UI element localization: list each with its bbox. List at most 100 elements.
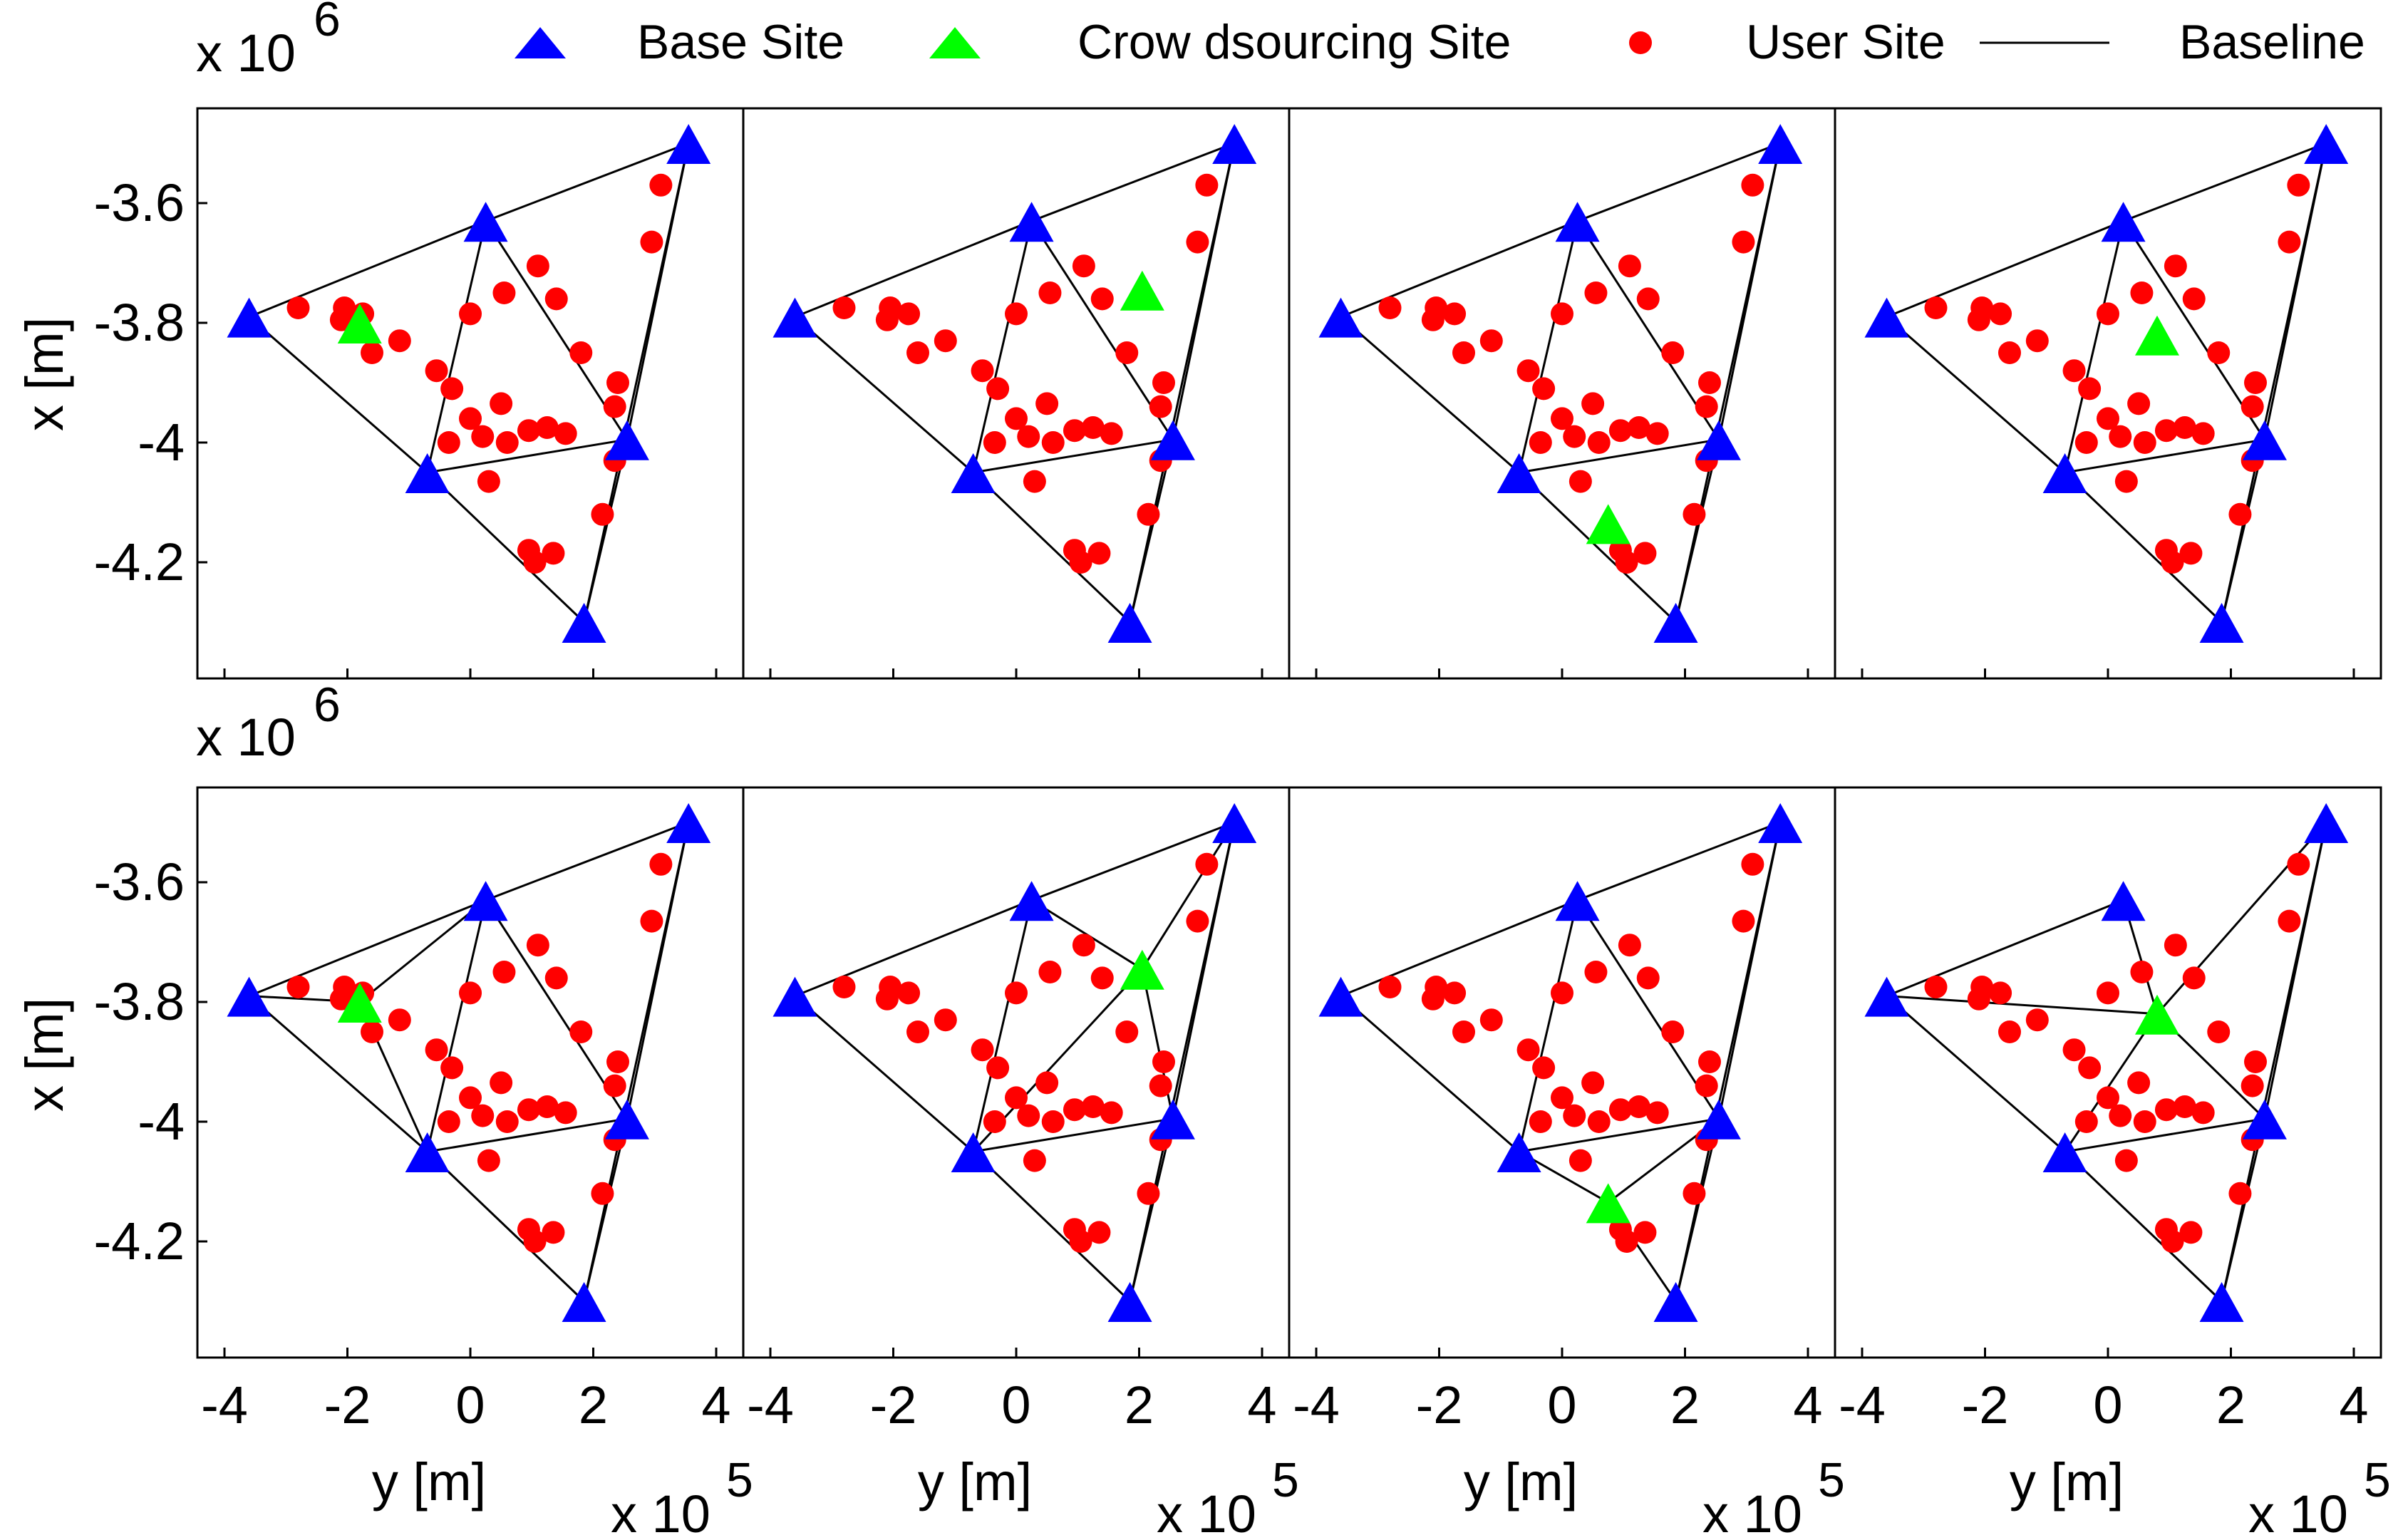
panel-top-4 — [1834, 107, 2382, 680]
x-tick-label: 0 — [1547, 1375, 1576, 1435]
user-site-point — [832, 296, 856, 319]
user-site-point — [2133, 1110, 2156, 1133]
baseline-B1-B4 — [1340, 316, 1520, 474]
user-site-point — [477, 470, 500, 493]
user-site-point — [1581, 392, 1605, 415]
baseline-B2-B4 — [1518, 899, 1579, 1152]
crowdsourcing-site-marker — [1586, 1183, 1630, 1224]
user-site-point — [286, 296, 310, 319]
user-site-point — [1584, 961, 1608, 983]
x-multiplier-exp: 5 — [1272, 1453, 1299, 1507]
user-site-point — [535, 416, 559, 439]
user-site-point — [1452, 1020, 1475, 1043]
user-site-point — [1529, 1110, 1552, 1133]
user-site-point — [495, 431, 519, 454]
baseline-B2-B5 — [485, 220, 629, 440]
user-site-point — [1698, 1050, 1721, 1073]
baseline-C-B2 — [358, 899, 487, 1003]
user-site-point — [1035, 1071, 1059, 1095]
base-site-marker-B3 — [2304, 803, 2349, 843]
baseline-B1-B4 — [248, 316, 428, 474]
baseline-C-B3 — [1141, 822, 1236, 970]
base-site-marker-B3 — [1212, 803, 1257, 843]
base-site-marker-B4 — [2042, 453, 2087, 493]
user-site-point — [986, 1056, 1010, 1080]
user-site-point — [591, 502, 614, 526]
x-multiplier-base: x 10 — [1702, 1484, 1802, 1540]
panel-bottom-2 — [742, 786, 1291, 1359]
user-site-point — [1081, 1095, 1105, 1118]
user-site-point — [1618, 254, 1641, 278]
x-tick-label: -2 — [1962, 1375, 2009, 1435]
user-site-point — [1115, 1020, 1139, 1043]
base-site-marker-B4 — [1497, 453, 1541, 493]
baseline-B3-B6 — [583, 143, 690, 623]
user-site-point — [1636, 287, 1660, 311]
user-site-point — [906, 341, 929, 364]
user-site-point — [2078, 1056, 2102, 1080]
user-site-point — [535, 1095, 559, 1118]
base-site-marker-B5 — [1696, 420, 1741, 460]
baseline-B4-B6 — [2064, 1150, 2223, 1303]
user-site-point — [2161, 551, 2184, 574]
user-site-point — [2025, 1008, 2049, 1032]
baseline-B4-B5 — [973, 438, 1174, 474]
y-axes: -3.6 -3.8 -4 -4.2 -3.6 -3.8 -4 -4.2 — [93, 173, 207, 1271]
user-site-point — [2191, 422, 2215, 445]
user-site-point — [490, 392, 513, 415]
user-site-point — [523, 551, 547, 574]
user-site-point — [2179, 1221, 2203, 1244]
user-site-point — [640, 230, 663, 254]
user-site-point — [1452, 341, 1475, 364]
base-site-marker-B3 — [666, 803, 711, 843]
user-site-point — [2164, 254, 2187, 278]
base-site-marker-B2 — [1555, 881, 1600, 921]
user-site-point — [1587, 1110, 1611, 1133]
base-site-marker-B4 — [405, 1132, 450, 1172]
user-site-point — [1378, 976, 1402, 998]
user-site-point — [2161, 1230, 2184, 1253]
x-tick-label: 4 — [2339, 1375, 2368, 1435]
user-site-point — [2228, 502, 2252, 526]
user-site-point — [2062, 1038, 2086, 1062]
user-site-point — [1551, 981, 1573, 1005]
baseline-B1-B4 — [1886, 316, 2066, 474]
user-site-point — [897, 981, 921, 1005]
user-site-point — [1741, 852, 1764, 876]
y-tick-label: -4 — [138, 1092, 185, 1151]
user-site-point — [606, 371, 629, 394]
baseline-B4-B5 — [973, 1117, 1174, 1153]
user-site-point — [437, 1110, 460, 1133]
user-site-point — [1551, 302, 1573, 326]
base-site-marker-B1 — [1864, 976, 1909, 1017]
base-site-marker-B4 — [2042, 1132, 2087, 1172]
baseline-B4-B6 — [972, 471, 1131, 624]
user-site-point — [934, 1008, 957, 1032]
user-site-point — [1100, 422, 1123, 445]
baseline-B3-B6 — [583, 822, 690, 1302]
baseline-B3-B6 — [2221, 822, 2327, 1302]
panel-top-2 — [742, 107, 1291, 680]
user-site-point — [495, 1110, 519, 1133]
base-site-marker-B3 — [2304, 124, 2349, 164]
user-site-point — [1532, 1056, 1556, 1080]
user-site-point — [1627, 416, 1650, 439]
user-site-point — [1005, 407, 1028, 430]
baseline-B1-B2 — [1886, 899, 2124, 997]
user-site-point — [517, 419, 540, 443]
user-site-point — [490, 1071, 513, 1095]
user-site-point — [1563, 1104, 1586, 1127]
user-site-point — [1115, 341, 1139, 364]
crowdsourcing-site-marker — [1120, 949, 1164, 990]
base-site-marker-B6 — [1107, 603, 1152, 643]
baseline-B2-B4 — [972, 220, 1033, 473]
user-site-point — [440, 1056, 464, 1080]
x-multiplier-exp: 5 — [1818, 1453, 1845, 1507]
base-site-marker-B5 — [1696, 1099, 1741, 1140]
user-site-point — [388, 329, 411, 353]
user-site-point — [1090, 966, 1114, 990]
x-axis-label: y [m] — [1464, 1452, 1578, 1511]
crowdsourcing-site-marker — [1586, 504, 1630, 544]
user-site-point — [591, 1182, 614, 1205]
